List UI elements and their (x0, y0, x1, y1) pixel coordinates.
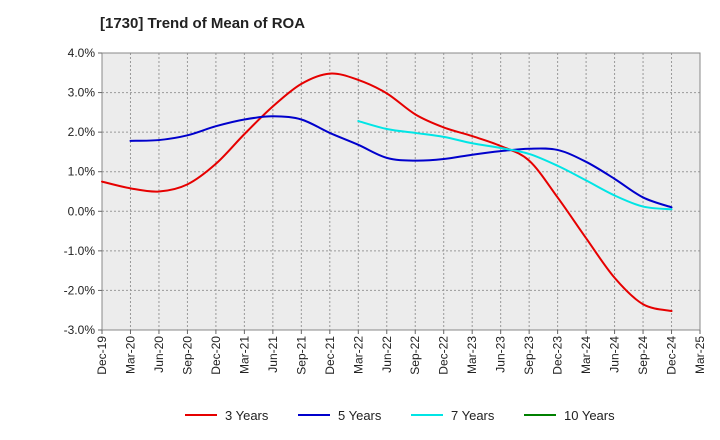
x-tick-label: Dec-24 (665, 336, 679, 375)
x-tick-label: Sep-21 (294, 336, 308, 375)
series-lines (101, 72, 673, 313)
y-tick-label: -3.0% (64, 323, 96, 337)
plot-area-background (102, 53, 700, 330)
series-line-3-years (101, 72, 673, 313)
x-tick-label: Sep-24 (636, 336, 650, 375)
chart-title: [1730] Trend of Mean of ROA (100, 15, 306, 32)
x-tick-label: Dec-22 (437, 336, 451, 375)
x-tick-label: Sep-23 (522, 336, 536, 375)
plot-area-border (101, 52, 701, 331)
x-tick-label: Dec-23 (551, 336, 565, 375)
y-tick-label: -2.0% (64, 283, 96, 297)
x-tick-label: Dec-19 (95, 336, 109, 375)
legend-label-10-years: 10 Years (564, 408, 615, 423)
series-line-7-years (357, 120, 673, 211)
x-axis-ticks: Dec-19 Mar-20 Jun-20 Sep-20 Dec-20 Mar-21 Jun-… (95, 330, 707, 375)
x-tick-label: Mar-22 (351, 336, 365, 374)
x-tick-label: Sep-22 (408, 336, 422, 375)
x-tick-label: Jun-21 (266, 336, 280, 373)
legend: 3 Years 5 Years 7 Years 10 Years (185, 408, 615, 423)
series-line-5-years (129, 115, 673, 209)
x-tick-label: Jun-23 (494, 336, 508, 373)
x-tick-label: Sep-20 (180, 336, 194, 375)
legend-label-5-years: 5 Years (338, 408, 382, 423)
y-tick-label: 3.0% (68, 86, 96, 100)
x-tick-label: Dec-21 (323, 336, 337, 375)
y-tick-label: 2.0% (68, 125, 96, 139)
x-tick-label: Jun-22 (380, 336, 394, 373)
y-tick-label: 1.0% (68, 165, 96, 179)
y-tick-label: 4.0% (68, 46, 96, 60)
x-tick-label: Mar-23 (465, 336, 479, 374)
x-tick-label: Jun-24 (608, 336, 622, 373)
y-tick-label: -1.0% (64, 244, 96, 258)
legend-label-3-years: 3 Years (225, 408, 269, 423)
y-axis-ticks: 4.0% 3.0% 2.0% 1.0% 0.0% -1.0% -2.0% -3.0% (64, 46, 102, 337)
x-tick-label: Dec-20 (209, 336, 223, 375)
x-tick-label: Jun-20 (152, 336, 166, 373)
x-tick-label: Mar-21 (237, 336, 251, 374)
legend-label-7-years: 7 Years (451, 408, 495, 423)
x-tick-label: Mar-25 (693, 336, 707, 374)
x-tick-label: Mar-20 (123, 336, 137, 374)
x-tick-label: Mar-24 (579, 336, 593, 374)
y-tick-label: 0.0% (68, 204, 96, 218)
